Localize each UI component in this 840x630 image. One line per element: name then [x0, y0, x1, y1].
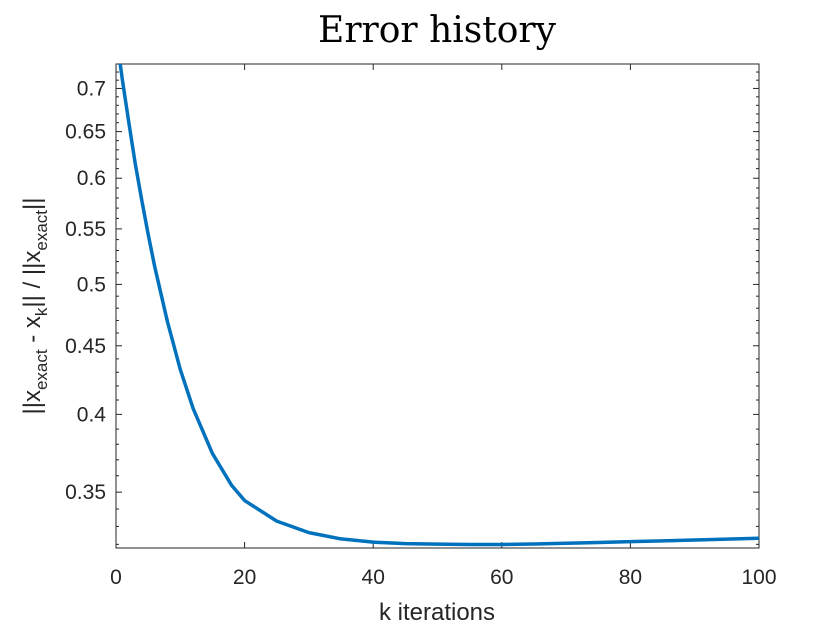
x-tick-label: 60	[490, 566, 513, 589]
y-tick-label: 0.5	[77, 273, 106, 296]
y-axis-title: ||xexact - xk|| / ||xexact||	[19, 198, 51, 415]
y-axis-ticks	[116, 63, 759, 545]
y-tick-label: 0.7	[77, 77, 106, 100]
x-tick-label: 80	[619, 566, 642, 589]
x-axis-tick-labels: 0 20 40 60 80 100	[110, 566, 776, 589]
x-axis-ticks	[115, 64, 760, 548]
plot-area	[115, 63, 760, 549]
x-tick-label: 100	[741, 566, 776, 589]
y-tick-label: 0.6	[77, 167, 106, 190]
x-axis-title: k iterations	[379, 599, 495, 626]
y-tick-label: 0.35	[65, 481, 106, 504]
y-axis-tick-labels: 0.35 0.4 0.45 0.5 0.55 0.6 0.65 0.7	[65, 77, 106, 504]
y-tick-label: 0.65	[65, 121, 106, 144]
y-tick-label: 0.45	[65, 335, 106, 358]
chart-title: Error history	[318, 10, 557, 51]
y-tick-label: 0.4	[77, 403, 107, 426]
series-line	[118, 64, 759, 547]
x-tick-label: 40	[362, 566, 385, 589]
x-tick-label: 20	[233, 566, 256, 589]
x-tick-label: 0	[110, 566, 122, 589]
y-tick-label: 0.55	[65, 218, 106, 241]
